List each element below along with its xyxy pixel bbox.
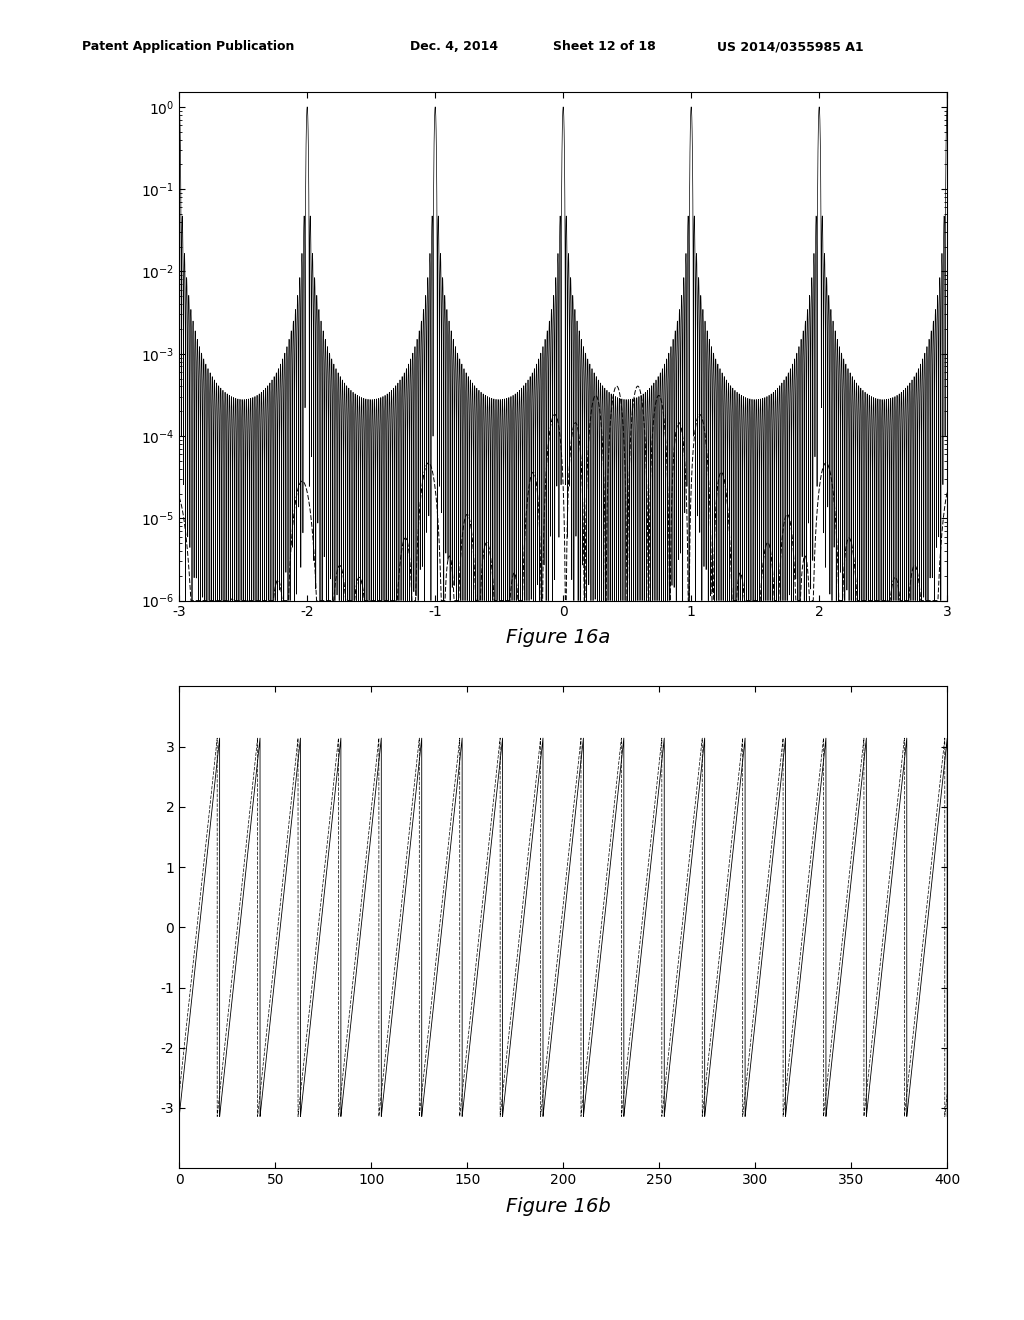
Text: Patent Application Publication: Patent Application Publication (82, 40, 294, 53)
Text: Figure 16a: Figure 16a (506, 628, 610, 647)
Text: Dec. 4, 2014: Dec. 4, 2014 (410, 40, 498, 53)
Text: Sheet 12 of 18: Sheet 12 of 18 (553, 40, 655, 53)
Text: US 2014/0355985 A1: US 2014/0355985 A1 (717, 40, 863, 53)
Text: Figure 16b: Figure 16b (506, 1197, 610, 1216)
